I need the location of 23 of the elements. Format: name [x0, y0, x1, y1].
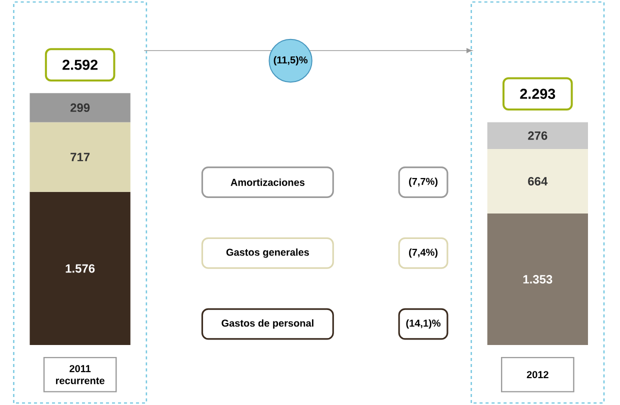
- text: Amortizaciones: [230, 178, 305, 186]
- data-label: 276: [528, 131, 548, 140]
- bar: [30, 93, 130, 122]
- annotation: (14,1)%: [406, 319, 440, 329]
- text: (11,5)%: [274, 56, 308, 66]
- data-label: 664: [528, 177, 548, 186]
- text: Gastos de personal: [222, 319, 314, 329]
- x-tick-label: 2011 recurrente: [56, 365, 104, 384]
- text: Gastos generales: [226, 248, 309, 258]
- annotation: (7,4%): [409, 248, 438, 258]
- total-label: 2.592: [62, 60, 98, 70]
- annotation: (7,7%): [409, 178, 438, 187]
- bar: [30, 122, 130, 192]
- bar: [487, 122, 588, 150]
- x-tick-label: 2012: [526, 371, 548, 378]
- bar: [487, 214, 588, 346]
- bar: [30, 192, 130, 346]
- bar: [487, 149, 588, 214]
- data-label: 299: [70, 103, 90, 112]
- data-label: 1.353: [523, 275, 552, 284]
- total-label: 2.293: [520, 88, 556, 99]
- data-label: 717: [70, 152, 90, 162]
- data-label: 1.576: [66, 264, 95, 273]
